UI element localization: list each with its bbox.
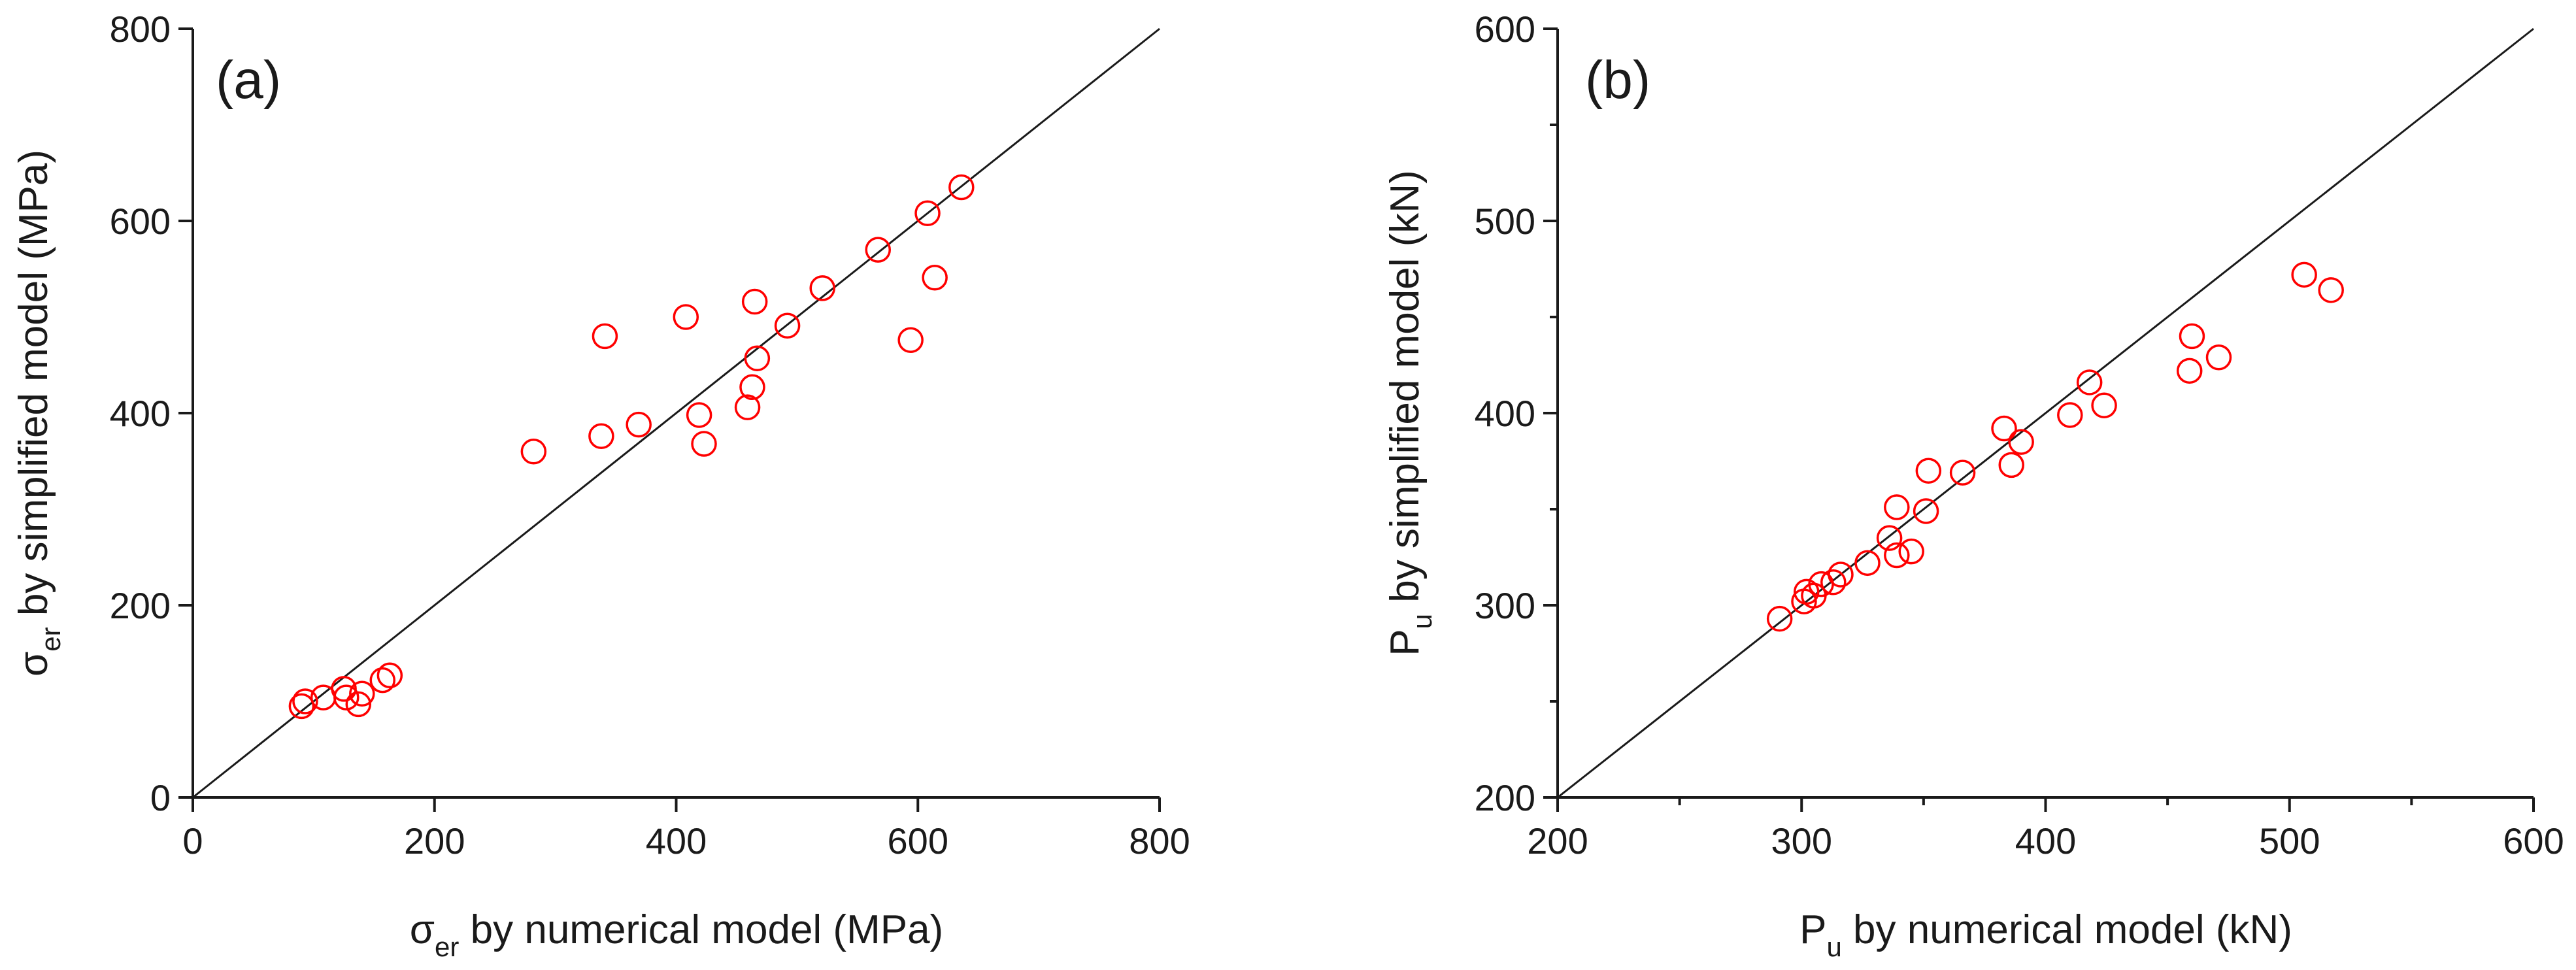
- data-point: [2091, 392, 2117, 418]
- panel-a-x-axis-title: σer by numerical model (MPa): [410, 907, 943, 962]
- data-point: [2179, 323, 2205, 350]
- x-title-subscript: u: [1826, 931, 1841, 962]
- data-point: [2008, 429, 2034, 455]
- data-point: [588, 423, 614, 450]
- y-tick-label: 500: [1475, 201, 1535, 242]
- x-tick-label: 300: [1771, 820, 1832, 861]
- data-point: [520, 439, 547, 465]
- y-title-text: by simplified model (kN): [1382, 170, 1428, 614]
- panel-a-y-axis-title: σer by simplified model (MPa): [11, 150, 66, 677]
- x-tick-label: 200: [404, 820, 465, 861]
- data-point: [691, 431, 717, 457]
- y-title-text: by simplified model (MPa): [11, 150, 56, 627]
- x-title-text: by numerical model (kN): [1842, 907, 2292, 952]
- panel-a-label: (a): [216, 50, 281, 110]
- data-point: [1898, 538, 1924, 565]
- data-point: [2176, 358, 2203, 384]
- data-point: [1828, 561, 1854, 588]
- y-tick-label: 800: [110, 8, 171, 50]
- x-tick-label: 400: [646, 820, 707, 861]
- data-point: [1884, 542, 1910, 569]
- y-title-subscript: u: [1407, 614, 1437, 629]
- y-tick-label: 200: [110, 585, 171, 626]
- x-title-text: by numerical model (MPa): [459, 907, 943, 952]
- x-tick-label: 600: [888, 820, 948, 861]
- panel-b-x-axis-title: Pu by numerical model (kN): [1799, 907, 2292, 962]
- x-tick-label: 800: [1129, 820, 1190, 861]
- y-title-subscript: er: [35, 627, 66, 651]
- panel-b-points: [1766, 261, 2344, 632]
- data-point: [1876, 525, 1903, 551]
- y-tick-label: 300: [1475, 585, 1535, 626]
- data-point: [376, 662, 403, 689]
- panel-b-ticks: 200 300 400 500 600 200 300 400 500 600: [1475, 8, 2564, 861]
- data-point: [1884, 494, 1910, 520]
- x-tick-label: 400: [2015, 820, 2076, 861]
- data-point: [2205, 344, 2232, 371]
- panel-b-chart: 200 300 400 500 600 200 300 400 500 600 (b) Pu by…: [1382, 8, 2564, 962]
- panel-b-y-axis-title: Pu by simplified model (kN): [1382, 170, 1437, 656]
- data-point: [292, 688, 318, 714]
- data-point: [288, 693, 315, 720]
- data-point: [744, 345, 771, 371]
- panel-a-reference-line: [192, 27, 1160, 799]
- data-point: [922, 264, 948, 291]
- y-tick-label: 600: [1475, 8, 1535, 50]
- data-point: [626, 411, 652, 438]
- data-point: [2291, 261, 2317, 288]
- data-point: [865, 237, 891, 263]
- data-point: [914, 200, 941, 226]
- data-point: [1766, 605, 1793, 632]
- data-point: [1820, 569, 1847, 595]
- data-point: [741, 288, 768, 315]
- data-point: [734, 394, 761, 420]
- x-tick-label: 0: [182, 820, 203, 861]
- x-tick-label: 500: [2259, 820, 2320, 861]
- y-title-symbol: P: [1382, 629, 1428, 656]
- data-point: [1998, 452, 2024, 478]
- data-point: [774, 312, 801, 339]
- panel-a-points: [288, 174, 975, 720]
- x-tick-label: 600: [2503, 820, 2564, 861]
- data-point: [673, 304, 699, 330]
- data-point: [948, 174, 975, 201]
- x-title-symbol: σ: [410, 907, 435, 952]
- diagonal-line: [1557, 27, 2534, 799]
- data-point: [1949, 460, 1976, 486]
- data-point: [333, 684, 360, 711]
- panel-b-label: (b): [1585, 50, 1650, 110]
- panel-b-reference-line: [1557, 27, 2534, 799]
- data-point: [809, 275, 835, 301]
- data-point: [2318, 277, 2344, 303]
- data-point: [1991, 415, 2017, 442]
- y-tick-label: 200: [1475, 777, 1535, 818]
- data-point: [1913, 498, 1939, 524]
- panel-a-ticks: 0 200 400 600 800 0 200 400 600 800: [110, 8, 1190, 861]
- x-title-subscript: er: [435, 931, 459, 962]
- data-point: [2057, 402, 2083, 428]
- x-title-symbol: P: [1799, 907, 1826, 952]
- data-point: [1915, 458, 1942, 484]
- data-point: [686, 402, 712, 428]
- data-point: [897, 327, 924, 354]
- x-tick-label: 200: [1527, 820, 1588, 861]
- data-point: [739, 374, 765, 401]
- data-point: [349, 680, 375, 707]
- y-tick-label: 0: [150, 777, 171, 818]
- diagonal-line: [192, 27, 1160, 799]
- data-point: [1854, 550, 1881, 577]
- data-point: [592, 323, 618, 350]
- data-point: [345, 691, 372, 718]
- y-tick-label: 400: [110, 393, 171, 434]
- y-title-symbol: σ: [11, 652, 56, 677]
- y-tick-label: 400: [1475, 393, 1535, 434]
- data-point: [2076, 369, 2103, 395]
- data-point: [369, 667, 396, 694]
- y-tick-label: 600: [110, 201, 171, 242]
